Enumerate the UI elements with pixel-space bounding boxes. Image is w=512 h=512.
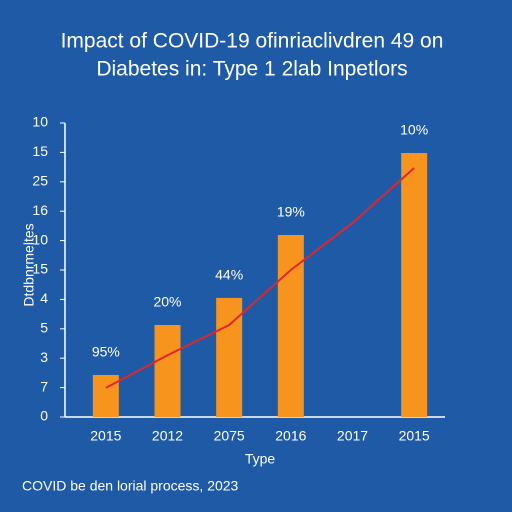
data-label: 95% (92, 344, 120, 360)
chart-title: Diabetes in: Type 1 2lab Inpetlors (96, 58, 407, 81)
y-tick-label: 3 (40, 349, 48, 365)
bar (154, 324, 181, 417)
y-tick-label: 10 (32, 231, 48, 247)
y-tick-label: 15 (32, 143, 48, 159)
data-label: 44% (215, 267, 243, 283)
x-axis-label: Type (245, 451, 276, 467)
y-axis-label: Dtdbnrmeltes (21, 223, 37, 306)
x-tick-label: 2016 (275, 428, 306, 444)
data-label: 10% (400, 122, 428, 138)
y-tick-label: 5 (40, 320, 48, 336)
footer: COVID be den lorial process, 2023 (22, 478, 239, 494)
y-tick-label: 25 (32, 173, 48, 189)
data-label: 19% (277, 204, 305, 220)
y-tick-label: 0 (40, 408, 48, 424)
y-tick-label: 16 (32, 202, 48, 218)
data-label: 20% (153, 294, 181, 310)
x-tick-label: 2012 (152, 428, 183, 444)
y-tick-label: 10 (32, 114, 48, 130)
bar (277, 235, 304, 417)
bar (92, 374, 119, 417)
x-tick-label: 2015 (399, 428, 430, 444)
x-tick-label: 2015 (90, 428, 121, 444)
chart-title: Impact of COVID-19 ofinriaclivdren 49 on (61, 30, 444, 53)
x-tick-label: 2075 (214, 428, 245, 444)
y-tick-label: 7 (40, 378, 48, 394)
trend-line (105, 167, 415, 389)
bar (401, 152, 428, 417)
y-tick-label: 4 (40, 290, 48, 306)
x-tick-label: 2017 (337, 428, 368, 444)
y-tick-label: 15 (32, 261, 48, 277)
